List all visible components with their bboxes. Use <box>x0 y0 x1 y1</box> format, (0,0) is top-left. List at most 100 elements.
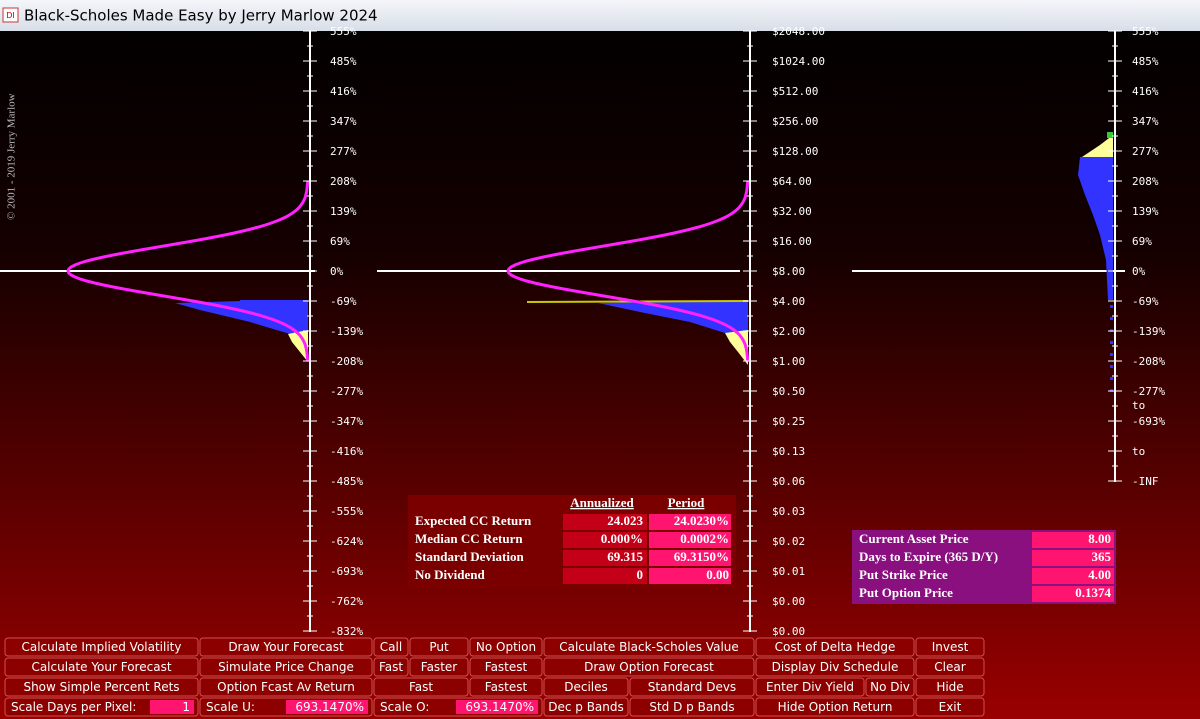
asset-label: Current Asset Price <box>859 531 969 546</box>
stats-cell <box>649 514 731 530</box>
axis-label: 277% <box>330 145 357 158</box>
value-text: 693.1470% <box>295 700 364 714</box>
stats-value: 0.00 <box>706 567 729 582</box>
button[interactable] <box>543 637 755 657</box>
button[interactable] <box>4 697 199 717</box>
axis-label: 485% <box>330 55 357 68</box>
asset-value: 365 <box>1092 549 1112 564</box>
axis-label: $8.00 <box>772 265 805 278</box>
button[interactable] <box>543 697 629 717</box>
button[interactable] <box>915 637 985 657</box>
axis-label: 208% <box>330 175 357 188</box>
histogram-dot <box>1110 341 1113 344</box>
stats-label: Expected CC Return <box>415 513 532 528</box>
axis-label: -693% <box>330 565 363 578</box>
button[interactable] <box>4 657 199 677</box>
axis-label: $0.02 <box>772 535 805 548</box>
button[interactable] <box>629 697 755 717</box>
axis-label: -485% <box>330 475 363 488</box>
button[interactable] <box>4 677 199 697</box>
button-label: Std D p Bands <box>649 700 734 714</box>
button[interactable] <box>469 657 543 677</box>
axis-label: $0.06 <box>772 475 805 488</box>
axis-label: -347% <box>330 415 363 428</box>
button[interactable] <box>409 637 469 657</box>
axis-label: 139% <box>330 205 357 218</box>
axis-label: $0.25 <box>772 415 805 428</box>
button[interactable] <box>469 677 543 697</box>
axis-label: -277% <box>330 385 363 398</box>
button[interactable] <box>543 677 629 697</box>
stats-value: 0 <box>637 567 644 582</box>
density-curve <box>506 180 750 362</box>
histogram-dot <box>1110 365 1113 368</box>
button-label: No Option <box>476 640 536 654</box>
app-icon <box>2 7 19 23</box>
button[interactable] <box>199 657 373 677</box>
button[interactable] <box>373 637 409 657</box>
asset-value: 8.00 <box>1088 531 1111 546</box>
axis-label: $16.00 <box>772 235 812 248</box>
button[interactable] <box>629 677 755 697</box>
histogram-dot <box>1110 317 1113 320</box>
button[interactable] <box>755 677 865 697</box>
button-label: Draw Option Forecast <box>584 660 714 674</box>
button[interactable] <box>865 677 915 697</box>
button[interactable] <box>755 657 915 677</box>
button-label: Exit <box>939 700 962 714</box>
axis-label: -INF <box>1132 475 1159 488</box>
button[interactable] <box>199 637 373 657</box>
button[interactable] <box>373 677 469 697</box>
asset-value: 4.00 <box>1088 567 1111 582</box>
value-field[interactable] <box>456 700 538 714</box>
button[interactable] <box>915 677 985 697</box>
stats-cell <box>563 568 647 584</box>
asset-cell <box>1032 532 1114 548</box>
value-field[interactable] <box>150 700 194 714</box>
button[interactable] <box>4 637 199 657</box>
histogram-dot <box>1110 377 1113 380</box>
button-label: Enter Div Yield <box>766 680 854 694</box>
stats-cell <box>563 532 647 548</box>
stats-label: No Dividend <box>415 567 485 582</box>
axis-label: $512.00 <box>772 85 818 98</box>
axis-label: $0.00 <box>772 595 805 608</box>
asset-label: Days to Expire (365 D/Y) <box>859 549 998 564</box>
button[interactable] <box>755 637 915 657</box>
button[interactable] <box>915 697 985 717</box>
axis-label: 0% <box>1132 265 1146 278</box>
axis-label: 416% <box>330 85 357 98</box>
button[interactable] <box>755 697 915 717</box>
button[interactable] <box>199 677 373 697</box>
asset-cell <box>1032 550 1114 566</box>
button[interactable] <box>469 637 543 657</box>
stats-cell <box>649 568 731 584</box>
axis-label: -139% <box>330 325 363 338</box>
button[interactable] <box>915 657 985 677</box>
asset-label: Put Strike Price <box>859 567 948 582</box>
button[interactable] <box>543 657 755 677</box>
axis-label: $128.00 <box>772 145 818 158</box>
button[interactable] <box>373 657 409 677</box>
button-label: Dec p Bands <box>548 700 624 714</box>
stats-header: Period <box>668 495 706 510</box>
button-label: Cost of Delta Hedge <box>775 640 896 654</box>
value-field[interactable] <box>286 700 368 714</box>
stats-value: 24.023 <box>607 513 643 528</box>
button-label: Calculate Black-Scholes Value <box>559 640 739 654</box>
button-label: Scale O: <box>380 700 429 714</box>
axis-label: 139% <box>1132 205 1159 218</box>
histogram-dot <box>1110 353 1113 356</box>
axis-label: -208% <box>330 355 363 368</box>
axis-label: $4.00 <box>772 295 805 308</box>
button-label: Hide <box>936 680 963 694</box>
stats-value: 0.000% <box>601 531 643 546</box>
button[interactable] <box>409 657 469 677</box>
axis-label: 69% <box>330 235 350 248</box>
asset-cell <box>1032 586 1114 602</box>
button-label: Invest <box>932 640 969 654</box>
histogram-dot <box>1110 305 1113 308</box>
axis-label: -69% <box>330 295 357 308</box>
histogram-yellow <box>1082 135 1113 157</box>
axis-label: $256.00 <box>772 115 818 128</box>
